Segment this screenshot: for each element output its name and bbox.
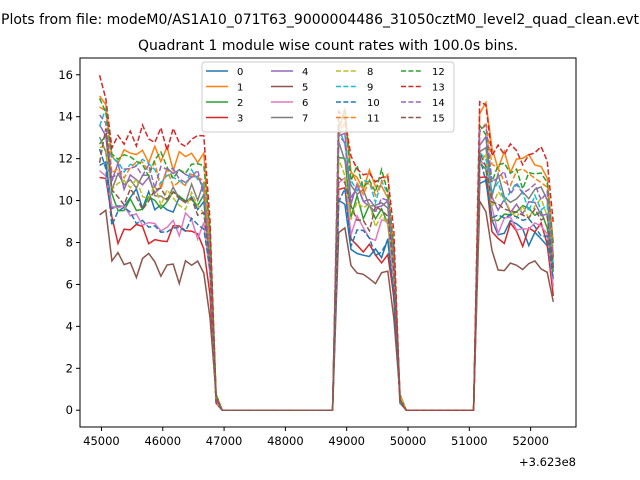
x-tick-label: 49000 — [328, 434, 365, 448]
legend-label-7: 7 — [302, 114, 308, 125]
y-tick-label: 12 — [58, 152, 73, 166]
series-layer — [98, 75, 555, 411]
legend-label-6: 6 — [302, 98, 308, 109]
legend-label-8: 8 — [367, 67, 373, 78]
y-tick-label: 0 — [66, 403, 73, 417]
y-tick-label: 6 — [66, 277, 73, 291]
series-line-8 — [99, 146, 555, 411]
x-tick-label: 51000 — [451, 434, 488, 448]
legend-label-2: 2 — [237, 98, 243, 109]
legend-label-11: 11 — [367, 114, 380, 125]
y-tick-label: 8 — [66, 236, 73, 250]
x-tick-label: 46000 — [144, 434, 181, 448]
legend-label-4: 4 — [302, 67, 308, 78]
x-axis: 45000 46000 47000 48000 49000 50000 51000 52000 — [83, 427, 549, 448]
axes-title: Quadrant 1 module wise count rates with … — [138, 38, 518, 54]
y-tick-label: 14 — [58, 110, 73, 124]
legend-label-14: 14 — [432, 98, 445, 109]
y-tick-label: 4 — [66, 319, 73, 333]
x-tick-label: 52000 — [512, 434, 549, 448]
x-tick-label: 48000 — [267, 434, 304, 448]
legend-label-3: 3 — [237, 114, 243, 125]
x-tick-label: 45000 — [83, 434, 120, 448]
x-offset-label: +3.623e8 — [519, 455, 576, 469]
legend-label-10: 10 — [367, 98, 380, 109]
legend-label-5: 5 — [302, 83, 308, 94]
legend-label-1: 1 — [237, 83, 243, 94]
legend-box — [201, 61, 455, 133]
legend-label-15: 15 — [432, 114, 445, 125]
figure-suptitle: Plots from file: modeM0/AS1A10_071T63_90… — [1, 12, 639, 28]
legend-label-0: 0 — [237, 67, 243, 78]
y-axis: 0 2 4 6 8 10 12 14 16 — [58, 68, 80, 417]
y-tick-label: 10 — [58, 194, 73, 208]
y-tick-label: 2 — [66, 361, 73, 375]
x-tick-label: 47000 — [206, 434, 243, 448]
legend-label-12: 12 — [432, 67, 445, 78]
y-tick-label: 16 — [58, 68, 73, 82]
legend-label-9: 9 — [367, 83, 373, 94]
x-tick-label: 50000 — [390, 434, 427, 448]
legend-label-13: 13 — [432, 83, 445, 94]
